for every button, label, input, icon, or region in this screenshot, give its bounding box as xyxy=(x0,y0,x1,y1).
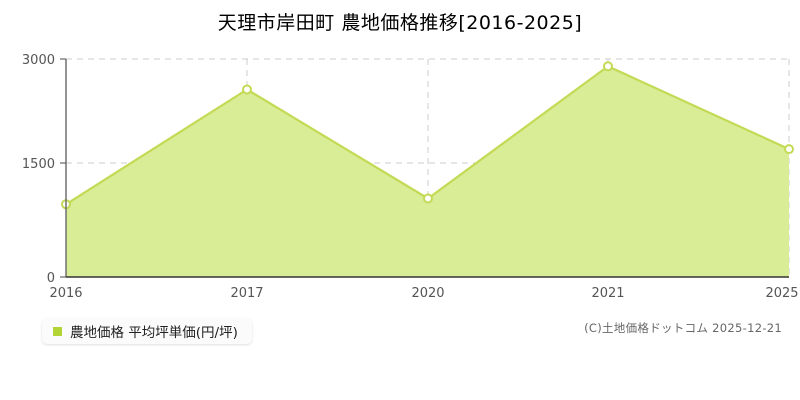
data-point-markers[interactable] xyxy=(61,61,794,210)
data-point-2017[interactable] xyxy=(242,84,252,95)
data-point-2021[interactable] xyxy=(603,61,613,72)
y-axis-label-0: 0 xyxy=(47,271,55,286)
legend-color-swatch-icon xyxy=(53,326,62,336)
x-axis-label-2016: 2016 xyxy=(49,286,82,301)
x-axis-label-2021: 2021 xyxy=(591,286,624,301)
y-axis-label-1500: 1500 xyxy=(22,157,55,172)
chart-legend[interactable]: 農地価格 平均坪単価(円/坪) xyxy=(42,318,252,344)
copyright-credit: (C)土地価格ドットコム 2025-12-21 xyxy=(584,321,782,335)
x-axis-label-2017: 2017 xyxy=(230,286,263,301)
legend-label: 農地価格 平均坪単価(円/坪) xyxy=(70,325,238,341)
chart-title: 天理市岸田町 農地価格推移[2016-2025] xyxy=(217,12,583,34)
data-point-2020[interactable] xyxy=(423,193,433,204)
x-axis-label-2020: 2020 xyxy=(411,286,444,301)
x-axis-label-2025: 2025 xyxy=(765,286,798,301)
y-axis-ticks xyxy=(60,58,66,278)
area-fill xyxy=(66,66,789,277)
y-axis-label-3000: 3000 xyxy=(22,53,55,68)
data-point-2025[interactable] xyxy=(784,144,794,155)
